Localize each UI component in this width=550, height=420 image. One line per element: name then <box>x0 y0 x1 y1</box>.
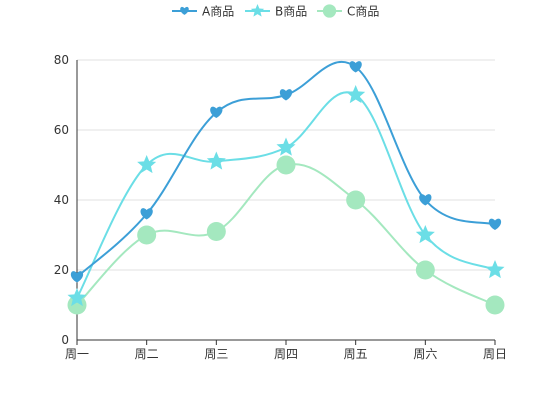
legend-star-icon <box>250 4 265 17</box>
legend-label: B商品 <box>275 4 307 19</box>
legend-item[interactable]: C商品 <box>317 4 379 19</box>
y-tick-label: 60 <box>54 123 69 137</box>
axes: 0 20 40 60 80 周一 周二 周三 周四 周五 周六 周日 <box>54 53 507 361</box>
data-point <box>276 137 296 156</box>
x-tick-label: 周日 <box>483 347 507 361</box>
data-point <box>137 225 157 245</box>
x-tick-label: 周一 <box>65 347 89 361</box>
data-point <box>276 155 296 175</box>
legend-item[interactable]: B商品 <box>245 4 307 19</box>
data-point <box>485 295 505 315</box>
data-point <box>415 260 435 280</box>
data-point <box>137 155 157 174</box>
data-point <box>485 260 505 279</box>
data-point <box>488 218 502 230</box>
data-point <box>140 208 153 220</box>
y-tick-label: 0 <box>61 333 69 347</box>
data-point <box>206 222 226 241</box>
series-circle <box>67 155 505 315</box>
legend-label: C商品 <box>347 4 379 19</box>
x-tick-label: 周二 <box>135 347 159 361</box>
x-tick-label: 周四 <box>274 347 298 361</box>
y-tick-label: 80 <box>54 53 69 67</box>
x-tick-label: 周五 <box>344 347 368 361</box>
data-point <box>67 288 87 307</box>
legend-circle-icon <box>322 4 337 18</box>
legend-heart-icon <box>180 6 189 15</box>
data-point <box>70 271 84 283</box>
data-point <box>346 190 366 210</box>
x-tick-label: 周六 <box>413 347 437 361</box>
data-point <box>346 85 366 104</box>
legend-label: A商品 <box>202 4 234 19</box>
series-heart <box>70 60 502 283</box>
data-point <box>349 61 362 73</box>
data-point <box>419 194 432 206</box>
legend[interactable]: A商品 B商品 C商品 <box>172 4 379 19</box>
legend-item[interactable]: A商品 <box>172 4 234 19</box>
data-point <box>210 106 223 118</box>
data-point <box>67 295 87 315</box>
series-layer <box>67 60 505 315</box>
data-point <box>415 225 435 244</box>
y-tick-label: 40 <box>54 193 69 207</box>
data-point <box>279 89 293 101</box>
x-tick-label: 周三 <box>204 347 228 361</box>
series-star <box>67 85 505 307</box>
y-tick-label: 20 <box>54 263 69 277</box>
data-point <box>206 151 226 170</box>
